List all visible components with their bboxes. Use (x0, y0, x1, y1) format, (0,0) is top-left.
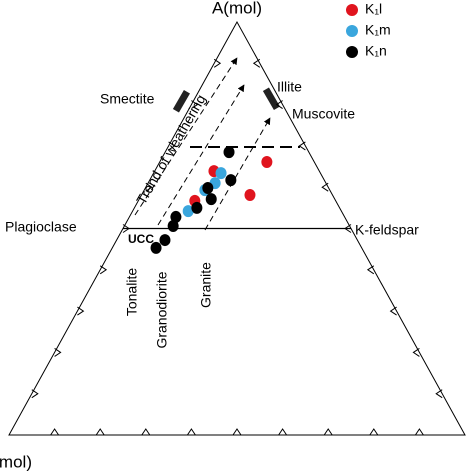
tick-mark (414, 428, 424, 436)
legend-label: K₁n (365, 43, 387, 59)
data-point (205, 193, 217, 206)
trend-arrow (204, 117, 271, 231)
tick-mark (145, 182, 153, 192)
annotation: Granodiorite (154, 271, 170, 348)
trend-arrow (134, 57, 238, 216)
tick-mark (323, 428, 333, 436)
legend-marker (346, 4, 358, 16)
tick-mark (369, 428, 379, 436)
annotation: UCC (128, 232, 154, 246)
tick-mark (252, 58, 261, 68)
tick-mark (50, 428, 60, 436)
tick-mark (141, 428, 151, 436)
tick-mark (298, 141, 306, 151)
apex-label: A(mol) (212, 0, 262, 17)
tick-mark (389, 306, 397, 316)
legend-label: K₁l (365, 1, 382, 17)
tick-mark (213, 58, 222, 68)
annotation: Illite (277, 79, 302, 95)
tick-mark (321, 182, 329, 192)
legend-marker (346, 25, 358, 37)
data-point (182, 205, 194, 218)
trend-arrow (157, 84, 245, 226)
data-point (244, 189, 256, 202)
tick-mark (54, 347, 62, 357)
tick-mark (232, 428, 242, 436)
annotation: Plagioclase (5, 219, 77, 235)
data-point (191, 201, 203, 214)
tick-mark (278, 428, 288, 436)
data-point (170, 210, 182, 223)
data-point (215, 167, 227, 180)
tick-mark (77, 306, 85, 316)
tick-mark (191, 100, 199, 110)
legend-label: K₁m (365, 22, 391, 38)
data-point (150, 241, 162, 254)
data-point (159, 234, 171, 247)
illite-bar (262, 87, 280, 111)
annotation: Tonalite (124, 268, 140, 316)
annotation: Granite (198, 262, 214, 308)
tick-mark (168, 141, 176, 151)
data-point (261, 156, 273, 169)
tick-mark (95, 428, 105, 436)
tick-mark (435, 389, 443, 399)
left-label: CN(mol) (0, 452, 32, 471)
legend-marker (346, 46, 358, 58)
data-point (167, 220, 179, 233)
tick-mark (186, 428, 196, 436)
tick-mark (366, 265, 375, 275)
tick-mark (99, 265, 108, 275)
tick-mark (275, 100, 283, 110)
annotation: Muscovite (292, 106, 355, 122)
smectite-bar (172, 89, 190, 113)
tick-mark (412, 347, 420, 357)
annotation: K-feldspar (355, 222, 419, 238)
annotation: Trend of weathering (133, 92, 209, 207)
tick-mark (31, 389, 39, 399)
data-point (225, 174, 237, 187)
data-point (202, 182, 214, 195)
annotation: Smectite (100, 91, 155, 107)
data-point (223, 146, 235, 159)
